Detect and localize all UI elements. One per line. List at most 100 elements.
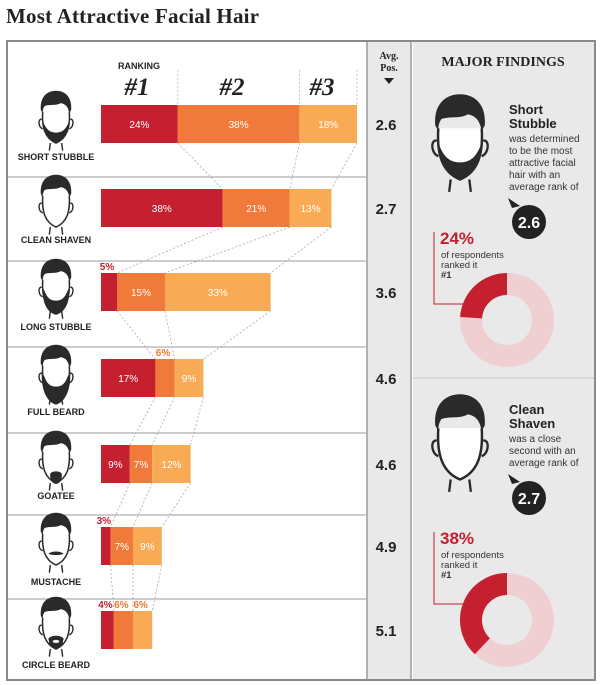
beard-shape bbox=[48, 551, 64, 556]
finding-desc: was determined bbox=[508, 134, 580, 145]
finding-desc: second with an bbox=[509, 446, 576, 457]
connector-line bbox=[161, 482, 191, 528]
ears-shape bbox=[431, 139, 489, 158]
connector-line bbox=[151, 396, 175, 446]
callout-line bbox=[433, 232, 466, 305]
bar-segment bbox=[222, 189, 290, 227]
avg-position-value: 3.6 bbox=[376, 285, 397, 302]
data-label: 3% bbox=[97, 516, 112, 527]
connector-line bbox=[129, 396, 156, 446]
ears-shape bbox=[38, 458, 74, 470]
speech-bubble-tail bbox=[508, 198, 520, 208]
connector-line bbox=[110, 482, 131, 528]
rank-header-1: #1 bbox=[124, 74, 150, 101]
data-label: 38% bbox=[229, 120, 249, 131]
hair-shape bbox=[40, 258, 72, 282]
face-icon-full bbox=[38, 344, 74, 405]
connector-line bbox=[270, 226, 332, 274]
row-label: SHORT STUBBLE bbox=[18, 152, 95, 162]
connector-line bbox=[151, 564, 163, 612]
finding-respondents: ranked it bbox=[441, 560, 478, 571]
bar-segment bbox=[177, 105, 300, 143]
row-label: MUSTACHE bbox=[31, 577, 81, 587]
data-label: 6% bbox=[156, 348, 171, 359]
finding-rank: 2.7 bbox=[518, 491, 540, 508]
connector-line bbox=[132, 482, 153, 528]
beard-shape bbox=[42, 121, 70, 144]
rank-header-2: #2 bbox=[219, 74, 245, 101]
finding-desc: was a close bbox=[508, 434, 562, 445]
neck-shape bbox=[447, 479, 473, 492]
bar-segment bbox=[101, 527, 111, 565]
avg-position-value: 2.6 bbox=[376, 117, 397, 134]
speech-bubble-tail bbox=[508, 474, 520, 484]
neck-shape bbox=[48, 564, 64, 573]
connector-line bbox=[164, 310, 175, 360]
beard-shape bbox=[42, 287, 70, 315]
hair-shape bbox=[40, 174, 72, 198]
beard-shape bbox=[438, 143, 482, 180]
neck-shape bbox=[48, 226, 64, 235]
data-label: 18% bbox=[318, 120, 338, 131]
chart-frame bbox=[6, 40, 596, 681]
bar-segment bbox=[101, 189, 223, 227]
ears-shape bbox=[38, 202, 74, 214]
speech-bubble bbox=[512, 481, 546, 515]
row-label: GOATEE bbox=[37, 491, 74, 501]
hair-shape bbox=[40, 430, 72, 454]
hair-shape bbox=[435, 394, 485, 432]
avg-position-value: 5.1 bbox=[376, 623, 397, 640]
data-label: 9% bbox=[108, 460, 123, 471]
mouth-shape bbox=[52, 639, 60, 643]
bar-segment bbox=[101, 105, 178, 143]
speech-bubble bbox=[512, 205, 546, 239]
row-label: CLEAN SHAVEN bbox=[21, 235, 91, 245]
face-icon-goatee bbox=[38, 430, 74, 491]
avg-position-value: 4.6 bbox=[376, 371, 397, 388]
ears-shape bbox=[38, 118, 74, 130]
rank-header-3: #3 bbox=[309, 74, 335, 101]
finding-percent: 38% bbox=[440, 529, 474, 548]
finding-respondents: of respondents bbox=[441, 550, 504, 561]
callout-line bbox=[433, 532, 466, 605]
face-icon-long bbox=[38, 258, 74, 319]
ears-shape bbox=[38, 372, 74, 384]
ranking-label: RANKING bbox=[118, 61, 160, 71]
data-label: 9% bbox=[140, 542, 155, 553]
ears-shape bbox=[431, 439, 489, 458]
neck-shape bbox=[48, 142, 64, 151]
row-label: CIRCLE BEARD bbox=[22, 660, 91, 670]
data-label: 38% bbox=[152, 204, 172, 215]
connector-line bbox=[331, 142, 358, 190]
avg-position-value: 4.9 bbox=[376, 539, 397, 556]
bar-segment bbox=[129, 445, 153, 483]
row-label: LONG STUBBLE bbox=[21, 322, 92, 332]
finding-respondents: #1 bbox=[441, 570, 452, 581]
hair-shape bbox=[40, 512, 72, 536]
bar-segment bbox=[101, 445, 130, 483]
beard-shape bbox=[50, 471, 62, 484]
bar-segment bbox=[155, 359, 175, 397]
avg-position-value: 4.6 bbox=[376, 457, 397, 474]
face-icon-clean bbox=[38, 174, 74, 235]
data-label: 21% bbox=[246, 204, 266, 215]
avg-position-value: 2.7 bbox=[376, 201, 397, 218]
connector-line bbox=[289, 142, 300, 190]
face-outline bbox=[436, 428, 484, 481]
connector-line bbox=[164, 226, 290, 274]
finding-respondents: of respondents bbox=[441, 250, 504, 261]
row-label: FULL BEARD bbox=[27, 407, 85, 417]
face-icon-stubble bbox=[38, 90, 74, 151]
bar-segment bbox=[289, 189, 332, 227]
finding-respondents: #1 bbox=[441, 270, 452, 281]
finding-name: Stubble bbox=[509, 116, 557, 131]
neck-shape bbox=[447, 179, 473, 192]
connector-line bbox=[116, 226, 223, 274]
bar-segment bbox=[299, 105, 357, 143]
bar-segment bbox=[152, 445, 191, 483]
ears-shape bbox=[38, 540, 74, 552]
bar-segment bbox=[101, 611, 114, 649]
neck-shape bbox=[48, 482, 64, 491]
data-label: 12% bbox=[161, 460, 181, 471]
